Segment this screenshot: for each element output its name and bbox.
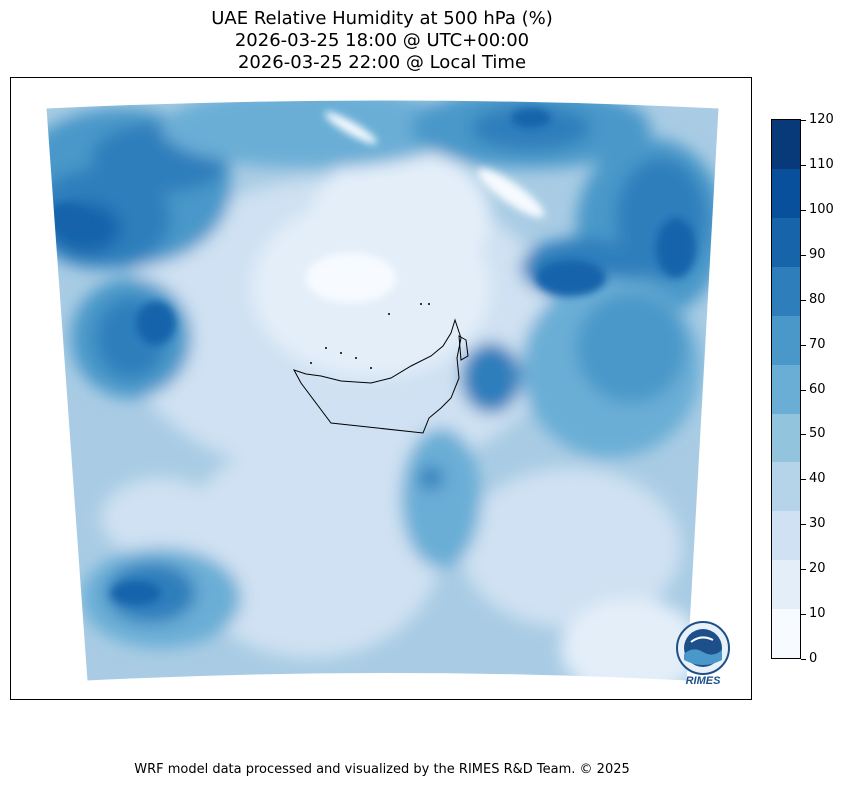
- colorbar-tick-label: 80: [809, 292, 826, 307]
- humidity-map: [45, 99, 720, 682]
- colorbar-tick-label: 50: [809, 426, 826, 441]
- colorbar-tick: [801, 659, 806, 660]
- colorbar-tick: [801, 165, 806, 166]
- colorbar-tick-label: 70: [809, 337, 826, 352]
- colorbar-segment: [772, 462, 800, 512]
- colorbar-tick: [801, 614, 806, 615]
- rimes-logo: RIMES: [673, 620, 733, 690]
- colorbar-segment: [772, 413, 800, 463]
- colorbar-tick-label: 90: [809, 247, 826, 262]
- colorbar-tick-label: 120: [809, 112, 834, 127]
- colorbar-segment: [772, 364, 800, 414]
- colorbar-segment: [772, 217, 800, 267]
- colorbar-tick: [801, 210, 806, 211]
- colorbar-segment: [772, 120, 800, 169]
- colorbar-segment: [772, 168, 800, 218]
- colorbar-tick: [801, 345, 806, 346]
- colorbar-segment: [772, 560, 800, 610]
- colorbar: [771, 119, 801, 659]
- colorbar-tick-label: 100: [809, 202, 834, 217]
- colorbar-segment: [772, 609, 800, 658]
- colorbar-segment: [772, 266, 800, 316]
- humidity-field: [46, 100, 719, 681]
- map-title: UAE Relative Humidity at 500 hPa (%): [211, 8, 553, 29]
- uae-islands: [310, 303, 430, 369]
- colorbar-tick: [801, 300, 806, 301]
- model-domain-boundary: [45, 99, 720, 682]
- colorbar-tick-label: 60: [809, 382, 826, 397]
- colorbar-tick-label: 20: [809, 561, 826, 576]
- colorbar-segment: [772, 315, 800, 365]
- colorbar-tick-label: 110: [809, 157, 834, 172]
- colorbar-tick: [801, 524, 806, 525]
- colorbar-tick: [801, 390, 806, 391]
- colorbar-tick-label: 0: [809, 651, 818, 666]
- colorbar-tick: [801, 479, 806, 480]
- colorbar-tick: [801, 255, 806, 256]
- colorbar-tick-label: 40: [809, 471, 826, 486]
- utc-time: 2026-03-25 18:00 @ UTC+00:00: [234, 30, 530, 51]
- logo-wordmark: RIMES: [685, 675, 721, 687]
- credit-footer: WRF model data processed and visualized …: [134, 762, 630, 777]
- colorbar-tick: [801, 434, 806, 435]
- colorbar-tick-label: 10: [809, 606, 826, 621]
- colorbar-tick: [801, 120, 806, 121]
- map-panel: [10, 77, 752, 700]
- local-time: 2026-03-25 22:00 @ Local Time: [237, 52, 527, 73]
- colorbar-segment: [772, 511, 800, 561]
- uae-border: [292, 318, 469, 434]
- colorbar-tick-label: 30: [809, 516, 826, 531]
- colorbar-tick: [801, 569, 806, 570]
